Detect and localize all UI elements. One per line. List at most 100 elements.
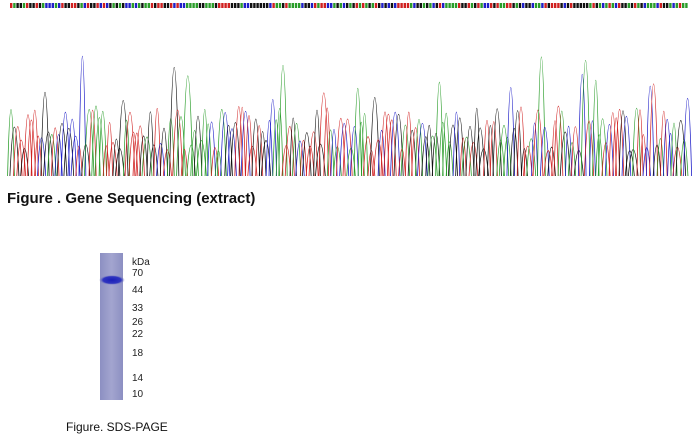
base-letter [256, 3, 259, 8]
trace-peak [272, 119, 280, 177]
trace-peak [489, 121, 498, 177]
marker-label: 22 [132, 329, 144, 340]
base-letter [451, 3, 454, 8]
sequence-letters [10, 3, 688, 8]
trace-peak [176, 116, 186, 177]
base-letter [352, 3, 355, 8]
trace-peak [373, 139, 384, 177]
trace-peak [47, 134, 57, 177]
trace-peak [404, 111, 413, 177]
base-letter [218, 3, 221, 8]
trace-peak [615, 109, 625, 177]
base-letter [128, 3, 131, 8]
base-letter [461, 3, 464, 8]
base-letter [445, 3, 448, 8]
base-letter [490, 3, 493, 8]
base-letter [314, 3, 317, 8]
base-letter [342, 3, 346, 8]
base-letter [61, 3, 64, 8]
base-letter [131, 3, 134, 8]
trace-peak [400, 124, 411, 177]
trace-peak [442, 112, 451, 177]
trace-peak [193, 116, 203, 177]
base-letter [22, 3, 26, 8]
trace-peak [123, 119, 131, 177]
trace-peak [369, 97, 380, 177]
base-letter [230, 3, 234, 8]
base-letter [662, 3, 666, 8]
trace-peak [124, 111, 136, 177]
base-letter [499, 3, 502, 8]
base-letter [477, 3, 480, 8]
base-letter [608, 3, 611, 8]
trace-peak [580, 59, 591, 177]
base-letter [554, 3, 557, 8]
trace-peak [564, 125, 573, 177]
base-letter [669, 3, 672, 8]
base-letter [74, 3, 77, 8]
base-letter [336, 3, 339, 8]
trace-peak [139, 135, 148, 177]
base-letter [195, 3, 198, 8]
trace-peak [255, 125, 264, 177]
base-letter [346, 3, 349, 8]
base-letter [77, 3, 80, 8]
base-letter [426, 3, 429, 8]
base-letter [150, 3, 154, 8]
base-letter [531, 3, 534, 8]
base-letter [381, 3, 384, 8]
base-letter [541, 3, 544, 8]
base-letter [141, 3, 144, 8]
base-letter [224, 3, 227, 8]
trace-peak [169, 66, 180, 177]
base-letter [474, 3, 477, 8]
base-letter [432, 3, 435, 8]
base-letter [403, 3, 406, 8]
base-letter [458, 3, 461, 8]
trace-peak [357, 122, 365, 177]
base-letter [262, 3, 266, 8]
trace-peak [632, 107, 642, 177]
base-letter [234, 3, 237, 8]
base-letter [243, 3, 246, 8]
trace-peak [612, 117, 621, 177]
trace-peak [318, 92, 330, 177]
trace-peak [516, 106, 526, 177]
base-letter [291, 3, 294, 8]
base-letter [506, 3, 509, 8]
trace-peak [683, 98, 693, 177]
base-letter [326, 3, 330, 8]
base-letter [80, 3, 83, 8]
base-letter [186, 3, 189, 8]
base-letter [454, 3, 458, 8]
base-letter [90, 3, 93, 8]
base-letter [659, 3, 662, 8]
base-letter [362, 3, 365, 8]
base-letter [483, 3, 486, 8]
base-letter [182, 3, 186, 8]
base-letter [205, 3, 208, 8]
base-letter [528, 3, 531, 8]
trace-peak [162, 149, 172, 177]
base-letter [19, 3, 22, 8]
marker-label: 14 [132, 373, 144, 384]
base-letter [394, 3, 397, 8]
base-letter [96, 3, 99, 8]
trace-peak [350, 126, 359, 177]
trace-peak [680, 139, 689, 177]
trace-peak [26, 119, 36, 177]
base-letter [448, 3, 451, 8]
base-letter [422, 3, 426, 8]
base-letter [522, 3, 525, 8]
trace-peak [539, 127, 550, 177]
base-letter [32, 3, 35, 8]
base-letter [666, 3, 669, 8]
base-letter [83, 3, 86, 8]
trace-peak [268, 99, 277, 177]
base-letter [26, 3, 29, 8]
trace-peak [398, 149, 406, 177]
trace-peak [156, 143, 166, 177]
trace-peak [390, 111, 401, 177]
base-letter [480, 3, 483, 8]
base-letter [266, 3, 269, 8]
